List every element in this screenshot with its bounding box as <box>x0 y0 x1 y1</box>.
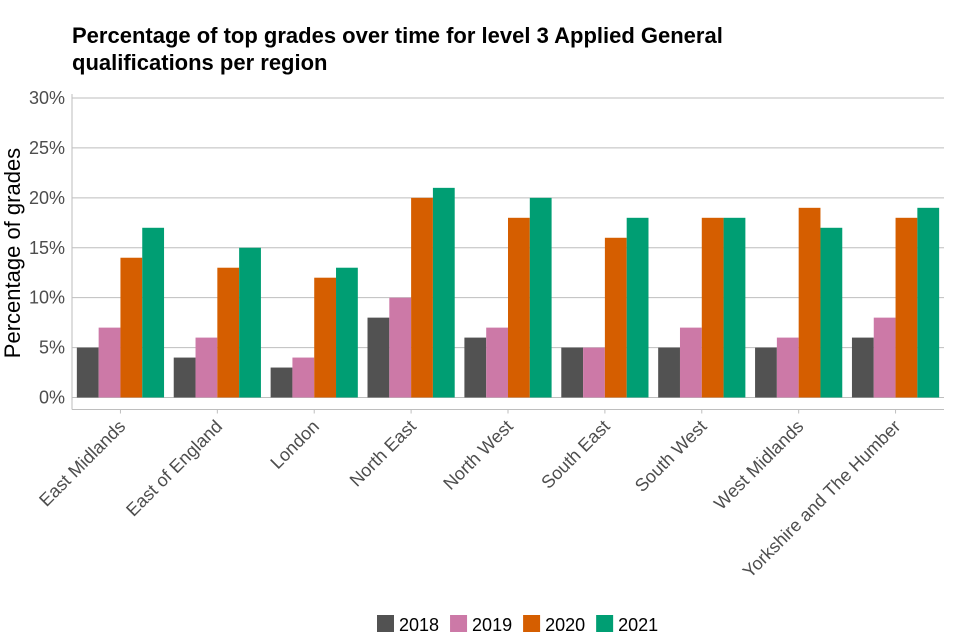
bar-2018 <box>755 347 777 398</box>
x-tick-label: Yorkshire and The Humber <box>739 416 905 582</box>
y-tick-label: 0% <box>39 388 65 408</box>
y-tick-label: 30% <box>29 88 65 108</box>
bar-2021 <box>142 227 165 398</box>
legend-swatch-2019 <box>450 615 468 632</box>
bar-2020 <box>314 277 337 398</box>
y-tick-label: 20% <box>29 188 65 208</box>
x-tick-label: London <box>266 416 323 473</box>
y-tick-label: 25% <box>29 138 65 158</box>
bar-2020 <box>798 207 821 398</box>
bar-2018 <box>270 367 293 398</box>
bar-2018 <box>561 347 584 398</box>
bar-2019 <box>98 327 121 398</box>
x-tick-label: North West <box>439 416 517 494</box>
bar-2019 <box>776 337 799 398</box>
bar-2020 <box>508 217 530 398</box>
legend-label-2019: 2019 <box>472 615 512 635</box>
bar-2018 <box>76 347 99 398</box>
bar-2019 <box>486 327 508 398</box>
legend-label-2021: 2021 <box>618 615 658 635</box>
bar-2021 <box>626 217 649 398</box>
legend-swatch-2020 <box>523 615 541 632</box>
bar-2021 <box>723 217 746 398</box>
bar-2019 <box>389 297 412 398</box>
bar-2020 <box>895 217 918 398</box>
y-tick-label: 5% <box>39 338 65 358</box>
y-axis-ticks: 0% 5% 10% 15% 20% 25% 30% <box>29 88 65 408</box>
y-tick-label: 15% <box>29 238 65 258</box>
x-tick-label: North East <box>346 416 420 490</box>
legend-label-2020: 2020 <box>545 615 585 635</box>
x-tick-label: East of England <box>122 416 226 520</box>
bar-2021 <box>432 187 455 398</box>
bar-2020 <box>120 257 143 398</box>
x-tick-label: East Midlands <box>35 416 129 510</box>
bar-2019 <box>195 337 218 398</box>
y-axis-label: Percentage of grades <box>0 148 25 358</box>
bar-2019 <box>292 357 315 398</box>
bar-2019 <box>679 327 702 398</box>
x-tick-label: South East <box>537 416 613 492</box>
chart-title-line-2: qualifications per region <box>72 50 327 75</box>
legend-swatch-2021 <box>596 615 614 632</box>
bar-2018 <box>367 317 390 398</box>
bar-2018 <box>464 337 487 398</box>
x-tick-label: South West <box>631 416 711 496</box>
bar-2020 <box>411 197 433 398</box>
legend-swatch-2018 <box>377 615 394 632</box>
bars <box>76 187 940 398</box>
bar-2021 <box>336 267 358 398</box>
legend-label-2018: 2018 <box>399 615 439 635</box>
bar-2018 <box>658 347 680 398</box>
bar-2021 <box>239 247 261 398</box>
bar-2021 <box>820 227 843 398</box>
chart-title-line-1: Percentage of top grades over time for l… <box>72 23 723 48</box>
bar-2021 <box>917 207 940 398</box>
bar-2020 <box>604 237 627 398</box>
bar-2021 <box>529 197 552 398</box>
bar-2020 <box>217 267 240 398</box>
x-tick-label: West Midlands <box>710 416 807 513</box>
bar-2019 <box>583 347 605 398</box>
legend: 2018 2019 2020 2021 <box>377 615 658 635</box>
bar-2019 <box>873 317 896 398</box>
bar-2018 <box>173 357 196 398</box>
y-tick-label: 10% <box>29 288 65 308</box>
bar-2020 <box>701 217 724 398</box>
bar-2018 <box>851 337 874 398</box>
